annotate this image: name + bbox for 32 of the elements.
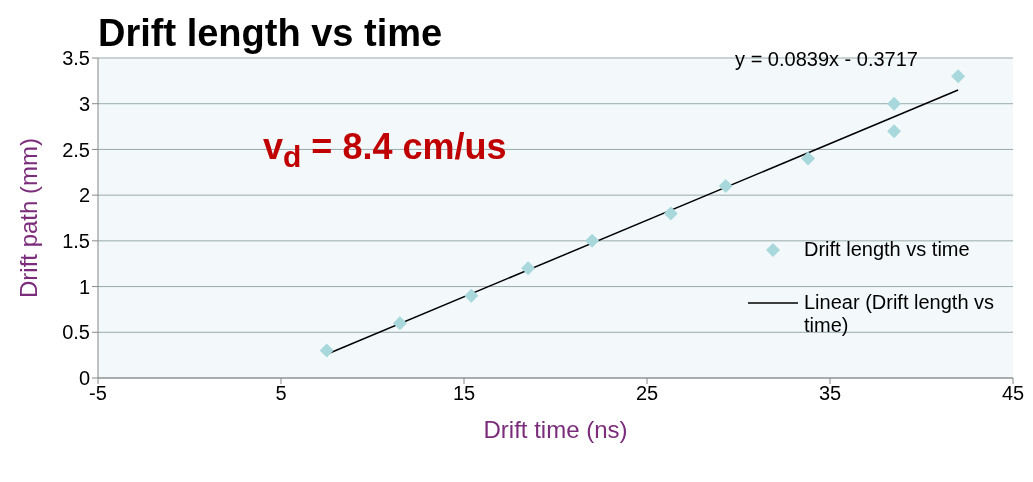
point bbox=[585, 233, 600, 248]
y-tick-label: 0 bbox=[78, 367, 90, 390]
y-tick-label: 1 bbox=[78, 275, 90, 298]
point bbox=[521, 261, 536, 276]
chart-title: Drift length vs time bbox=[98, 12, 443, 55]
x-tick-label: 45 bbox=[1001, 382, 1025, 405]
legend-label: Drift length vs time bbox=[804, 238, 970, 261]
point bbox=[887, 96, 902, 111]
y-axis-title: Drift path (mm) bbox=[14, 137, 42, 298]
x-tick-label: 25 bbox=[635, 382, 659, 405]
point bbox=[319, 343, 334, 358]
x-tick-label: 35 bbox=[818, 382, 842, 405]
point bbox=[951, 69, 966, 84]
y-tick-label: 2 bbox=[78, 184, 90, 207]
y-tick-label: 3.5 bbox=[62, 47, 90, 70]
x-tick-label: 5 bbox=[275, 382, 287, 405]
point bbox=[718, 179, 733, 193]
point bbox=[464, 288, 479, 303]
annotation: v$_{d}$ = 8.4 cm/us bbox=[263, 126, 507, 175]
legend-label: Linear (Drift length vs time) bbox=[804, 291, 996, 337]
y-tick-label: 2.5 bbox=[62, 138, 90, 161]
point bbox=[887, 124, 902, 139]
point bbox=[663, 206, 678, 221]
x-axis-title: Drift time (ns) bbox=[483, 416, 628, 443]
y-tick-label: 1.5 bbox=[62, 229, 90, 252]
annotation: y = 0.0839x - 0.3717 bbox=[735, 48, 918, 71]
point bbox=[392, 316, 407, 331]
point bbox=[801, 151, 816, 166]
y-tick-label: 0.5 bbox=[62, 321, 90, 344]
y-tick-label: 3 bbox=[78, 92, 90, 115]
x-tick-label: 15 bbox=[452, 382, 476, 405]
x-tick-label: -5 bbox=[89, 382, 107, 405]
